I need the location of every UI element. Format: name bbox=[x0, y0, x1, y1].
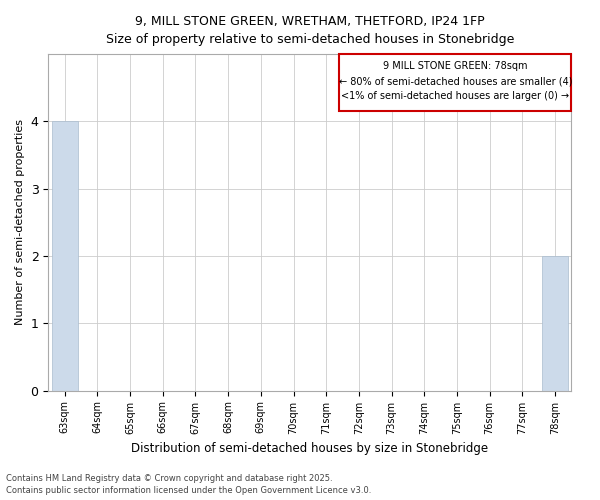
Text: ← 80% of semi-detached houses are smaller (4): ← 80% of semi-detached houses are smalle… bbox=[338, 76, 572, 86]
Bar bbox=[542, 256, 568, 390]
Y-axis label: Number of semi-detached properties: Number of semi-detached properties bbox=[15, 120, 25, 326]
X-axis label: Distribution of semi-detached houses by size in Stonebridge: Distribution of semi-detached houses by … bbox=[131, 442, 488, 455]
Text: 9 MILL STONE GREEN: 78sqm: 9 MILL STONE GREEN: 78sqm bbox=[383, 61, 527, 71]
Text: <1% of semi-detached houses are larger (0) →: <1% of semi-detached houses are larger (… bbox=[341, 91, 569, 101]
Bar bbox=[52, 122, 78, 390]
Text: Contains HM Land Registry data © Crown copyright and database right 2025.
Contai: Contains HM Land Registry data © Crown c… bbox=[6, 474, 371, 495]
Bar bbox=[339, 54, 571, 112]
Title: 9, MILL STONE GREEN, WRETHAM, THETFORD, IP24 1FP
Size of property relative to se: 9, MILL STONE GREEN, WRETHAM, THETFORD, … bbox=[106, 15, 514, 46]
